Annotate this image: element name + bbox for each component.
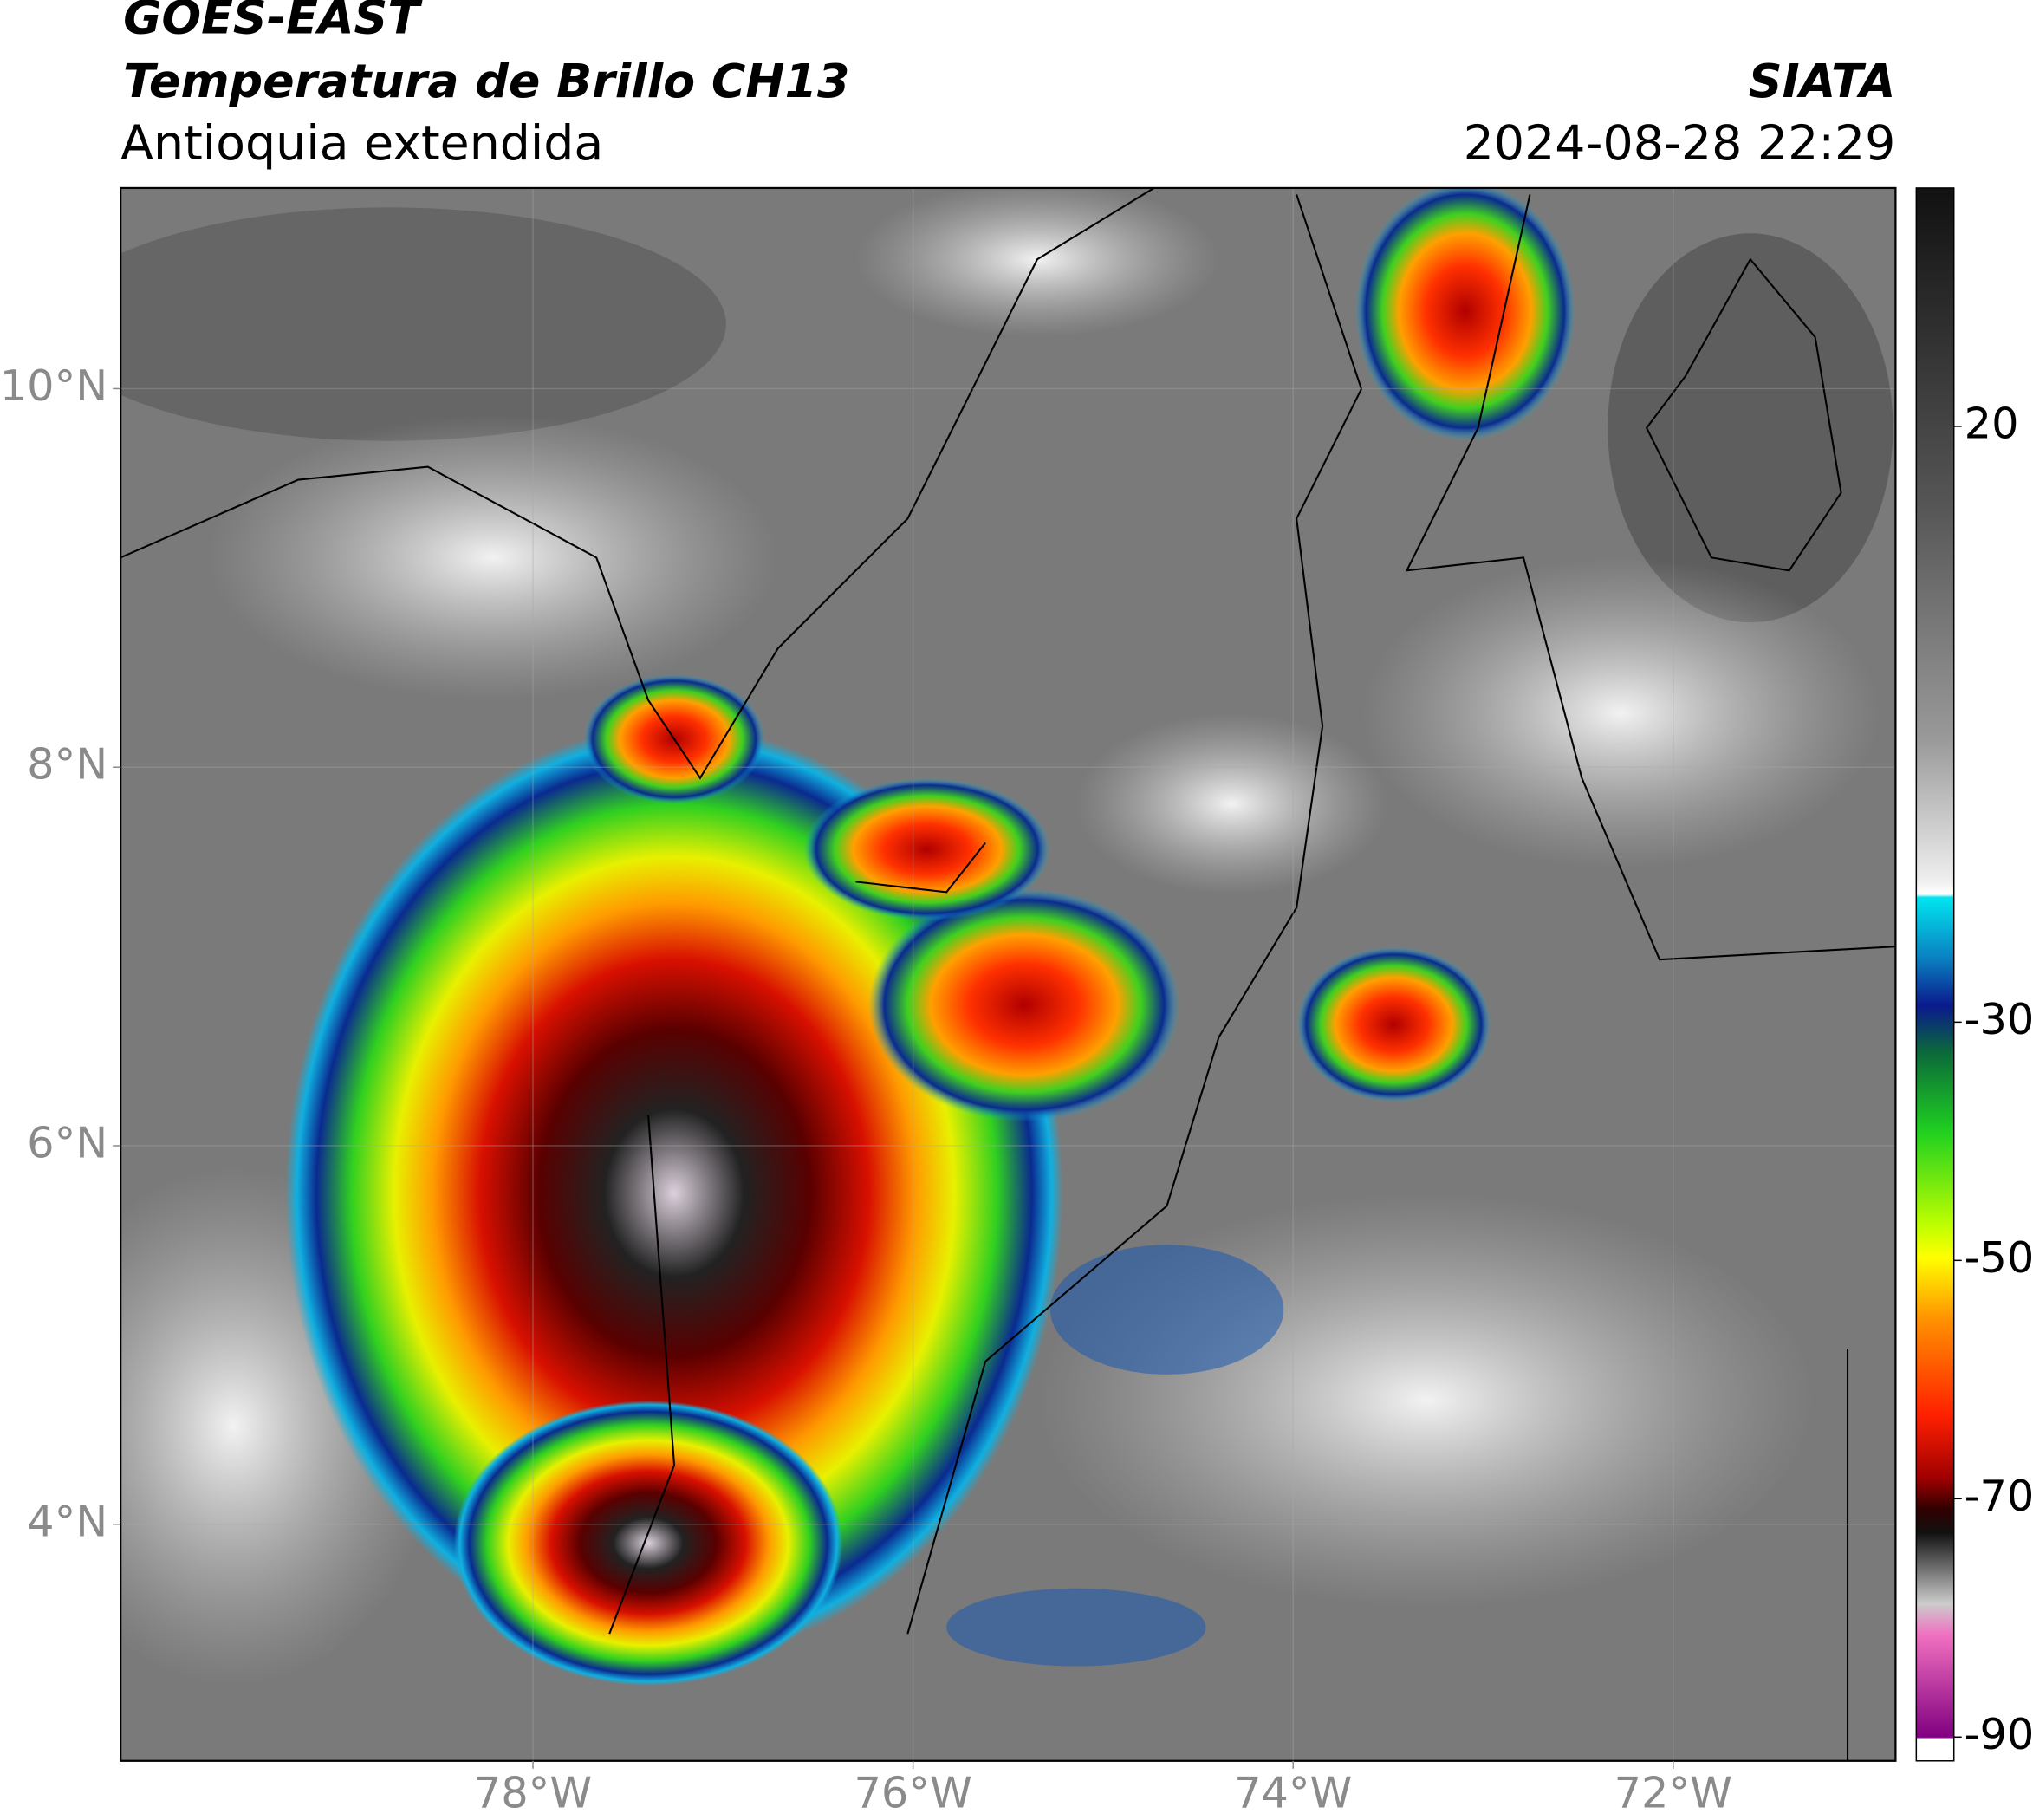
y-tick-label: 8°N [27, 739, 107, 790]
borders [120, 187, 1896, 1761]
storm-cell [1296, 946, 1491, 1102]
colorbar-tick-label: -90 [1965, 1709, 2033, 1759]
region-subtitle: Antioquia extendida [120, 116, 603, 172]
storm-cell [1354, 187, 1575, 441]
cloud [855, 187, 1219, 337]
x-tick-label: 74°W [1234, 1768, 1352, 1818]
storm-cell [803, 777, 1050, 921]
y-tick-label: 4°N [27, 1496, 107, 1546]
map-image [120, 187, 1896, 1761]
x-tick-label: 72°W [1614, 1768, 1732, 1818]
colorbar-tick-label: 20 [1965, 398, 2019, 448]
colorbar-tick-label: -70 [1965, 1471, 2033, 1521]
colorbar-tick-label: -50 [1965, 1232, 2033, 1283]
cloud [207, 414, 778, 700]
colorbar [1915, 187, 1955, 1762]
y-tick-label: 6°N [27, 1118, 107, 1168]
product-title: Temperatura de Brillo CH13 [123, 54, 849, 108]
colorbar-tick-label: -30 [1965, 994, 2033, 1044]
cloud [1361, 557, 1880, 869]
x-tick-label: 76°W [854, 1768, 971, 1818]
cloud [1075, 712, 1387, 895]
storm-cell [868, 887, 1180, 1122]
storm-cluster [285, 725, 1063, 1661]
coastline [1645, 257, 1842, 572]
y-tick-label: 10°N [0, 361, 107, 411]
dark-area [1608, 233, 1893, 623]
source-label: SIATA [1749, 54, 1896, 108]
x-tick-label: 78°W [474, 1768, 592, 1818]
datetime-label: 2024-08-28 22:29 [1464, 116, 1896, 172]
storm-cluster [453, 1400, 843, 1686]
cloud-cell [946, 1588, 1206, 1667]
cloud-cell [1049, 1245, 1284, 1375]
map-frame [120, 186, 1897, 1762]
satellite-title: GOES-EAST [123, 0, 423, 45]
dark-area [120, 207, 726, 441]
